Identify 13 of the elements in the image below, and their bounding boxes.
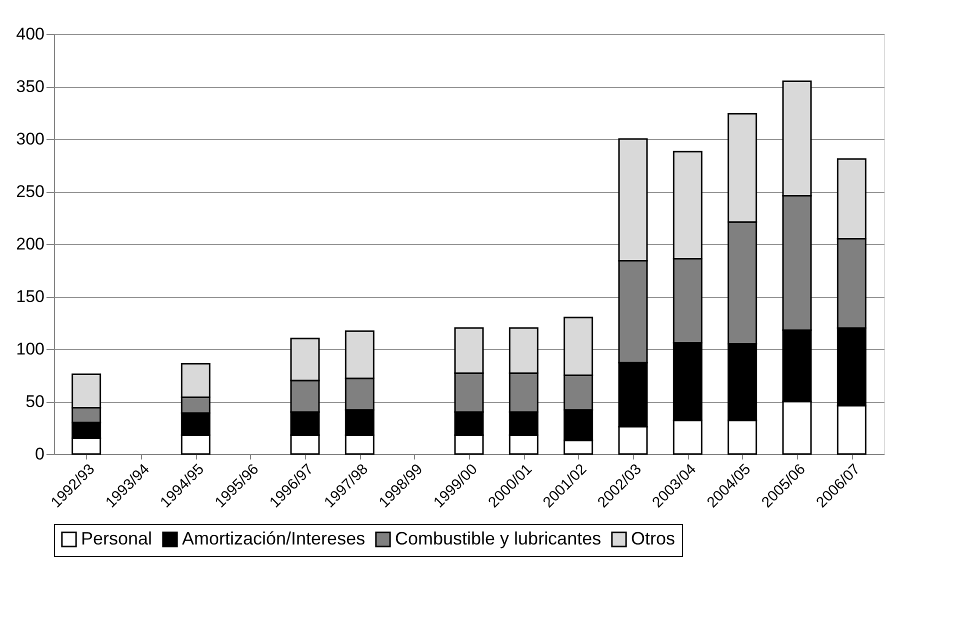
y-tick-label: 100	[16, 340, 44, 358]
y-tick-label: 150	[16, 287, 44, 306]
y-tick-label: 400	[16, 24, 44, 44]
legend-label: Amortización/Intereses	[182, 528, 366, 548]
y-tick-label: 50	[26, 392, 44, 411]
y-tick-label: 0	[35, 444, 44, 464]
y-tick-label: 250	[16, 182, 44, 201]
legend-label: Combustible y lubricantes	[395, 528, 602, 548]
legend-label: Otros	[631, 528, 676, 548]
y-tick-label: 350	[16, 77, 44, 96]
legend-label: Personal	[81, 528, 152, 548]
y-tick-label: 200	[16, 234, 44, 254]
y-tick-label: 300	[16, 130, 44, 148]
